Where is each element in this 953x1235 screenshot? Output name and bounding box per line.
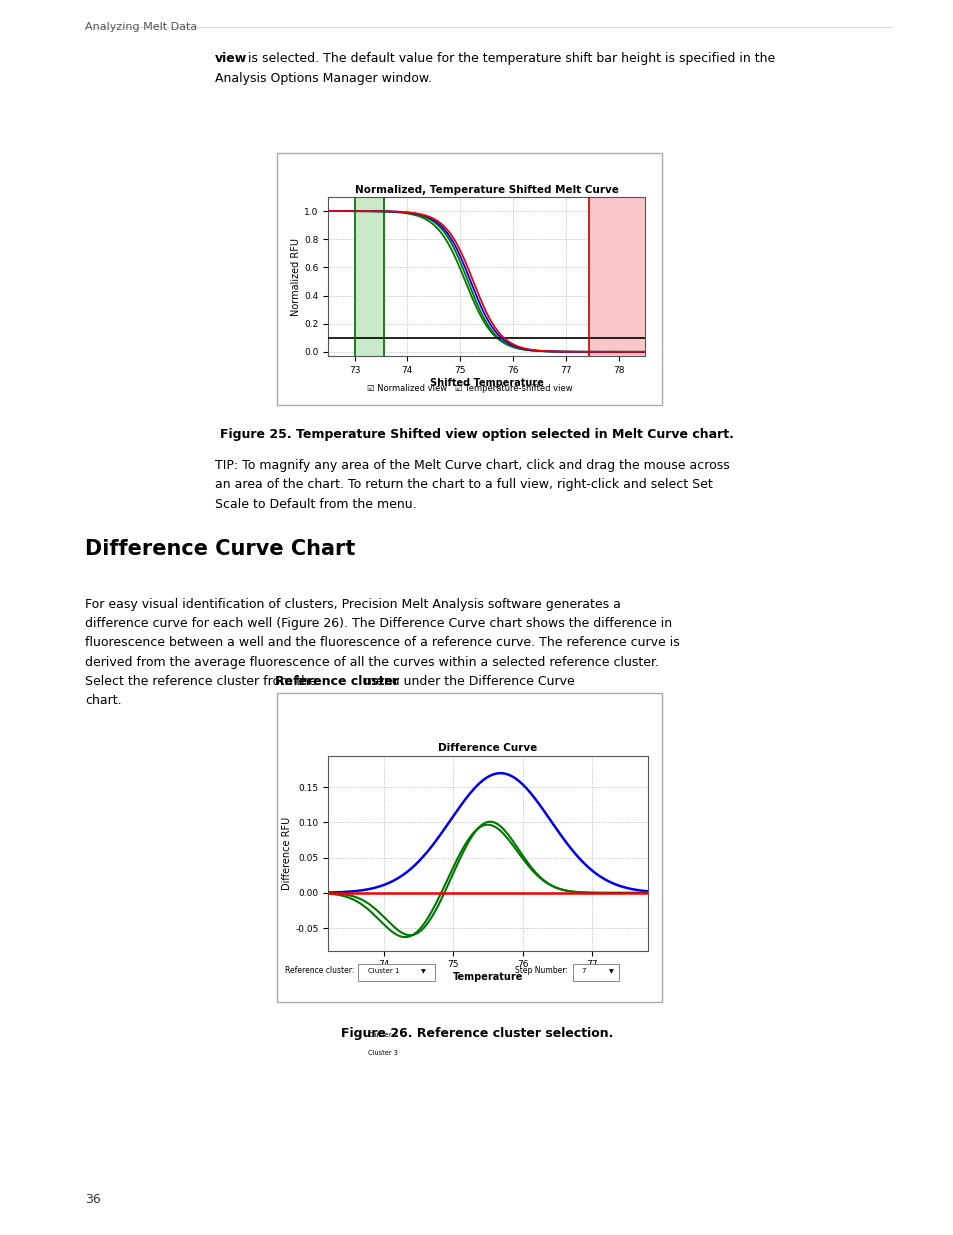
Text: Select the reference cluster from the: Select the reference cluster from the <box>85 674 320 688</box>
Bar <box>355 198 383 356</box>
FancyBboxPatch shape <box>357 963 435 981</box>
Text: ▼: ▼ <box>608 969 613 974</box>
Text: Cluster 1: Cluster 1 <box>367 1009 397 1015</box>
Text: fluorescence between a well and the fluorescence of a reference curve. The refer: fluorescence between a well and the fluo… <box>85 636 679 650</box>
Y-axis label: Difference RFU: Difference RFU <box>282 816 292 889</box>
Text: Analysis Options Manager window.: Analysis Options Manager window. <box>214 72 431 85</box>
Text: Analyzing Melt Data: Analyzing Melt Data <box>85 22 197 32</box>
X-axis label: Shifted Temperature: Shifted Temperature <box>429 378 543 388</box>
Text: Figure 26. Reference cluster selection.: Figure 26. Reference cluster selection. <box>340 1028 613 1040</box>
Text: Cluster 1: Cluster 1 <box>367 968 398 974</box>
Text: Reference cluster: Reference cluster <box>274 674 399 688</box>
Text: Step Number:: Step Number: <box>515 966 568 974</box>
Bar <box>589 198 644 356</box>
X-axis label: Temperature: Temperature <box>453 972 522 982</box>
Text: Figure 25. Temperature Shifted view option selected in Melt Curve chart.: Figure 25. Temperature Shifted view opti… <box>220 427 733 441</box>
Title: Difference Curve: Difference Curve <box>437 743 537 753</box>
Y-axis label: Normalized RFU: Normalized RFU <box>291 237 301 315</box>
Text: difference curve for each well (Figure 26). The Difference Curve chart shows the: difference curve for each well (Figure 2… <box>85 618 671 630</box>
Text: ▼: ▼ <box>421 969 426 974</box>
Text: TIP: To magnify any area of the Melt Curve chart, click and drag the mouse acros: TIP: To magnify any area of the Melt Cur… <box>214 458 729 472</box>
Text: For easy visual identification of clusters, Precision Melt Analysis software gen: For easy visual identification of cluste… <box>85 598 620 611</box>
Text: menu under the Difference Curve: menu under the Difference Curve <box>360 674 575 688</box>
Text: 7: 7 <box>581 968 586 974</box>
Text: view: view <box>214 52 247 65</box>
Text: chart.: chart. <box>85 694 121 706</box>
Text: Reference cluster:: Reference cluster: <box>285 966 355 974</box>
Text: Cluster 2: Cluster 2 <box>367 1031 397 1037</box>
Text: an area of the chart. To return the chart to a full view, right-click and select: an area of the chart. To return the char… <box>214 478 712 492</box>
Text: derived from the average fluorescence of all the curves within a selected refere: derived from the average fluorescence of… <box>85 656 659 668</box>
Text: 36: 36 <box>85 1193 101 1205</box>
Text: Difference Curve Chart: Difference Curve Chart <box>85 538 355 559</box>
Text: Scale to Default from the menu.: Scale to Default from the menu. <box>214 498 416 511</box>
Text: ☑ Normalized view   ☑ Temperature-shifted view: ☑ Normalized view ☑ Temperature-shifted … <box>366 384 572 393</box>
FancyBboxPatch shape <box>573 963 618 981</box>
FancyBboxPatch shape <box>362 1003 430 1023</box>
FancyBboxPatch shape <box>357 1000 435 1065</box>
Text: Cluster 3: Cluster 3 <box>367 1050 397 1056</box>
Title: Normalized, Temperature Shifted Melt Curve: Normalized, Temperature Shifted Melt Cur… <box>355 185 618 195</box>
Text: is selected. The default value for the temperature shift bar height is specified: is selected. The default value for the t… <box>244 52 775 65</box>
